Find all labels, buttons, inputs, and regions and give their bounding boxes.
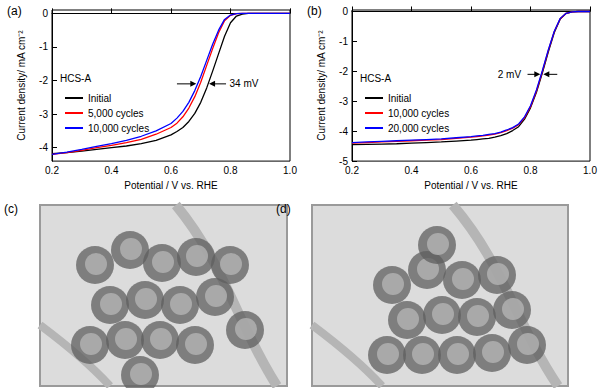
svg-text:Current density/ mA cm⁻²: Current density/ mA cm⁻² xyxy=(16,30,27,141)
svg-text:2 mV: 2 mV xyxy=(498,69,522,80)
svg-text:(d): (d) xyxy=(276,202,291,216)
svg-text:0: 0 xyxy=(342,6,348,17)
svg-text:-3: -3 xyxy=(39,109,48,120)
svg-text:0.8: 0.8 xyxy=(224,165,238,176)
svg-text:-2: -2 xyxy=(39,75,48,86)
svg-text:(a): (a) xyxy=(7,4,22,18)
svg-text:-1: -1 xyxy=(339,36,348,47)
svg-text:34 mV: 34 mV xyxy=(230,78,259,89)
svg-text:0.4: 0.4 xyxy=(405,165,419,176)
svg-text:-4: -4 xyxy=(339,126,348,137)
svg-text:-5: -5 xyxy=(339,155,348,167)
svg-text:0.2: 0.2 xyxy=(45,165,59,176)
svg-text:0: 0 xyxy=(42,8,48,19)
svg-text:HCS-A: HCS-A xyxy=(60,73,91,84)
svg-text:HCS-A: HCS-A xyxy=(360,73,391,84)
svg-text:-3: -3 xyxy=(339,96,348,107)
svg-text:10,000 cycles: 10,000 cycles xyxy=(88,123,149,134)
svg-text:-1: -1 xyxy=(39,41,48,52)
svg-text:1.0: 1.0 xyxy=(283,165,297,176)
svg-text:0.4: 0.4 xyxy=(105,165,119,176)
svg-text:0.6: 0.6 xyxy=(164,165,178,176)
svg-text:0.6: 0.6 xyxy=(464,165,478,176)
svg-text:(b): (b) xyxy=(307,4,322,18)
svg-text:0.2: 0.2 xyxy=(345,165,359,176)
svg-text:-2: -2 xyxy=(339,66,348,77)
svg-text:(c): (c) xyxy=(4,202,18,216)
svg-text:0.8: 0.8 xyxy=(524,165,538,176)
svg-text:10,000 cycles: 10,000 cycles xyxy=(388,108,449,119)
svg-text:Potential / V vs. RHE: Potential / V vs. RHE xyxy=(424,180,518,191)
svg-text:5,000 cycles: 5,000 cycles xyxy=(88,108,144,119)
svg-text:1.0: 1.0 xyxy=(583,165,597,176)
svg-text:20,000 cycles: 20,000 cycles xyxy=(388,123,449,134)
svg-text:Initial: Initial xyxy=(388,93,411,104)
svg-text:Initial: Initial xyxy=(88,93,111,104)
svg-text:-4: -4 xyxy=(39,142,48,153)
svg-text:Current density/ mA cm⁻²: Current density/ mA cm⁻² xyxy=(316,30,327,141)
svg-text:Potential / V vs. RHE: Potential / V vs. RHE xyxy=(124,180,218,191)
